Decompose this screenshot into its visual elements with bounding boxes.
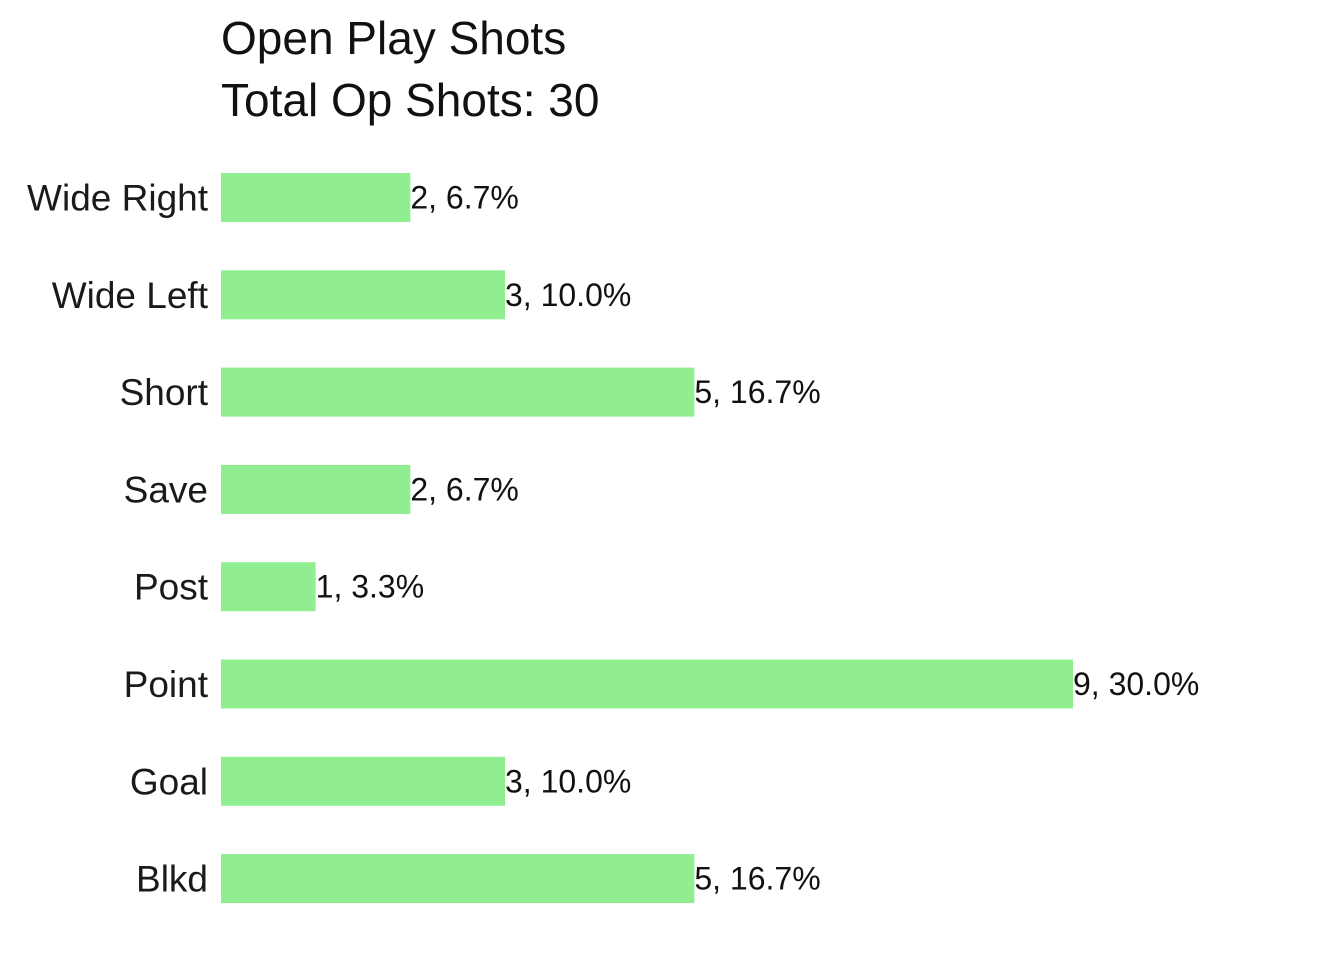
category-label-point: Point [124, 664, 209, 705]
bar-blkd [221, 854, 695, 904]
data-label-short: 5, 16.7% [694, 374, 820, 410]
chart-title: Open Play Shots [221, 12, 566, 64]
bar-short [221, 367, 695, 417]
data-label-wide-right: 2, 6.7% [410, 180, 519, 216]
data-label-goal: 3, 10.0% [505, 763, 631, 799]
bar-point [221, 659, 1073, 709]
data-label-blkd: 5, 16.7% [694, 861, 820, 897]
bar-wide-right [221, 173, 411, 222]
category-label-goal: Goal [130, 761, 208, 802]
category-label-short: Short [120, 372, 209, 413]
category-label-save: Save [124, 469, 208, 510]
data-label-point: 9, 30.0% [1073, 666, 1199, 702]
category-label-blkd: Blkd [136, 859, 208, 900]
category-label-post: Post [134, 567, 209, 608]
category-label-wide-left: Wide Left [52, 275, 209, 316]
bar-save [221, 464, 411, 514]
data-label-wide-left: 3, 10.0% [505, 277, 631, 313]
bar-wide-left [221, 270, 505, 320]
bar-post [221, 562, 316, 612]
data-label-save: 2, 6.7% [410, 471, 519, 507]
category-label-wide-right: Wide Right [27, 178, 209, 219]
data-label-post: 1, 3.3% [316, 569, 425, 605]
chart-subtitle: Total Op Shots: 30 [221, 74, 599, 126]
bars-group: Wide Right 2, 6.7% Wide Left 3, 10.0% Short 5… [27, 173, 1199, 904]
bar-goal [221, 756, 505, 806]
